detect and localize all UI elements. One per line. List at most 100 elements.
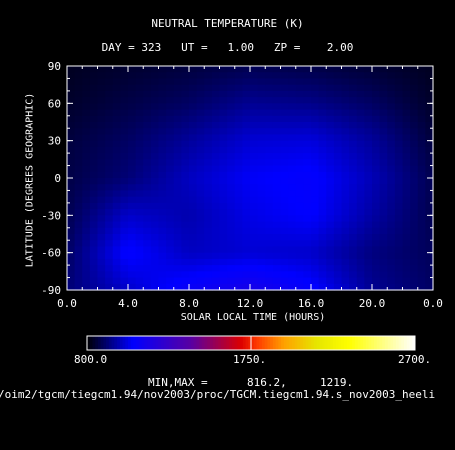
heatmap-cell bbox=[166, 72, 175, 80]
heatmap-cell bbox=[158, 115, 167, 123]
heatmap-cell bbox=[257, 221, 266, 229]
heatmap-cell bbox=[227, 271, 236, 279]
heatmap-cell bbox=[189, 90, 198, 98]
heatmap-cell bbox=[227, 97, 236, 104]
heatmap-cell bbox=[158, 258, 167, 266]
heatmap-cell bbox=[417, 72, 426, 80]
heatmap-cell bbox=[143, 190, 152, 198]
heatmap-cell bbox=[356, 134, 365, 142]
heatmap-cell bbox=[227, 209, 236, 216]
heatmap-cell bbox=[97, 227, 106, 235]
heatmap-cell bbox=[219, 84, 228, 92]
heatmap-cell bbox=[74, 134, 83, 142]
heatmap-cell bbox=[417, 78, 426, 86]
colorbar-swatch bbox=[210, 336, 214, 350]
heatmap-cell bbox=[333, 209, 343, 216]
heatmap-cell bbox=[295, 190, 304, 198]
heatmap-cell bbox=[311, 271, 320, 279]
heatmap-cell bbox=[341, 122, 350, 129]
heatmap-cell bbox=[280, 178, 289, 185]
heatmap-cell bbox=[349, 178, 358, 185]
heatmap-cell bbox=[150, 78, 160, 86]
heatmap-cell bbox=[97, 246, 106, 254]
heatmap-cell bbox=[265, 159, 274, 167]
colorbar-swatch bbox=[286, 336, 290, 350]
heatmap-cell bbox=[341, 72, 350, 80]
heatmap-cell bbox=[234, 209, 243, 216]
heatmap-cell bbox=[311, 184, 320, 192]
heatmap-cell bbox=[128, 90, 137, 98]
heatmap-cell bbox=[227, 115, 236, 123]
heatmap-cell bbox=[112, 252, 121, 260]
heatmap-cell bbox=[288, 72, 297, 80]
heatmap-cell bbox=[288, 234, 297, 241]
heatmap-cell bbox=[67, 190, 76, 198]
heatmap-cell bbox=[326, 277, 335, 285]
heatmap-cell bbox=[257, 128, 266, 136]
heatmap-cell bbox=[67, 165, 76, 173]
heatmap-cell bbox=[318, 240, 327, 248]
heatmap-cell bbox=[196, 171, 205, 179]
heatmap-cell bbox=[417, 246, 426, 254]
heatmap-cell bbox=[97, 271, 106, 279]
heatmap-cell bbox=[318, 109, 327, 117]
heatmap-cell bbox=[372, 258, 381, 266]
heatmap-cell bbox=[349, 84, 358, 92]
heatmap-cell bbox=[67, 78, 76, 86]
heatmap-cell bbox=[417, 159, 426, 167]
heatmap-cell bbox=[74, 115, 83, 123]
heatmap-cell bbox=[189, 128, 198, 136]
heatmap-cell bbox=[128, 252, 137, 260]
heatmap-cell bbox=[227, 78, 236, 86]
heatmap-cell bbox=[318, 140, 327, 148]
heatmap-cell bbox=[295, 97, 304, 104]
heatmap-cell bbox=[425, 215, 434, 223]
heatmap-cell bbox=[143, 72, 152, 80]
heatmap-cell bbox=[105, 128, 114, 136]
minmax-label: MIN,MAX = bbox=[148, 376, 208, 389]
heatmap-cell bbox=[333, 215, 343, 223]
heatmap-cell bbox=[105, 240, 114, 248]
heatmap-cell bbox=[356, 78, 365, 86]
heatmap-cell bbox=[341, 215, 350, 223]
heatmap-cell bbox=[372, 196, 381, 204]
heatmap-cell bbox=[166, 258, 175, 266]
heatmap-cell bbox=[410, 209, 419, 216]
heatmap-cell bbox=[135, 227, 144, 235]
heatmap-cell bbox=[364, 165, 373, 173]
heatmap-cell bbox=[173, 109, 182, 117]
heatmap-cell bbox=[234, 258, 243, 266]
heatmap-cell bbox=[387, 265, 396, 272]
heatmap-cell bbox=[128, 227, 137, 235]
heatmap-cell bbox=[417, 84, 426, 92]
heatmap-cell bbox=[356, 252, 365, 260]
heatmap-cell bbox=[158, 271, 167, 279]
heatmap-cell bbox=[326, 122, 335, 129]
heatmap-cell bbox=[74, 202, 83, 210]
heatmap-cell bbox=[143, 234, 152, 241]
heatmap-cell bbox=[234, 153, 243, 160]
heatmap-cell bbox=[288, 134, 297, 142]
heatmap-cell bbox=[410, 271, 419, 279]
heatmap-cell bbox=[234, 122, 243, 129]
heatmap-cell bbox=[265, 190, 274, 198]
heatmap-cell bbox=[74, 90, 83, 98]
heatmap-cell bbox=[173, 252, 182, 260]
heatmap-cell bbox=[219, 122, 228, 129]
heatmap-cell bbox=[242, 165, 251, 173]
heatmap-cell bbox=[97, 215, 106, 223]
heatmap-cell bbox=[372, 109, 381, 117]
heatmap-cell bbox=[135, 97, 144, 104]
heatmap-cell bbox=[74, 103, 83, 111]
heatmap-cell bbox=[257, 109, 266, 117]
x-tick-label: 4.0 bbox=[118, 297, 138, 310]
colorbar-swatch bbox=[133, 336, 137, 350]
heatmap-cell bbox=[234, 165, 243, 173]
chart-title: NEUTRAL TEMPERATURE (K) bbox=[151, 17, 304, 30]
heatmap-cell bbox=[181, 84, 190, 92]
heatmap-cell bbox=[303, 221, 312, 229]
heatmap-cell bbox=[250, 134, 259, 142]
heatmap-cell bbox=[272, 146, 282, 154]
heatmap-cell bbox=[250, 283, 259, 291]
heatmap-cell bbox=[272, 134, 282, 142]
